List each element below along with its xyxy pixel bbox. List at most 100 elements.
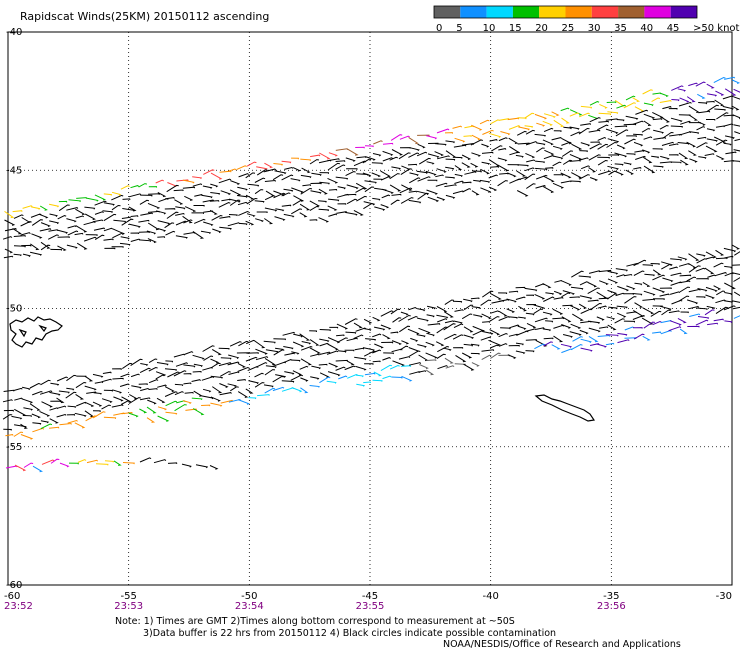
- wind-barb: [68, 199, 82, 203]
- longitude-label: -30: [716, 591, 732, 602]
- wind-barb: [436, 353, 446, 360]
- wind-barb: [669, 320, 682, 326]
- wind-barb: [3, 428, 12, 431]
- wind-barb: [245, 172, 256, 179]
- wind-barb: [482, 331, 494, 335]
- wind-barb: [472, 170, 482, 173]
- wind-barb: [103, 238, 114, 241]
- wind-barb: [228, 371, 240, 375]
- wind-barb: [543, 296, 555, 302]
- wind-barb: [588, 335, 599, 343]
- wind-barb: [677, 88, 686, 92]
- wind-barb: [185, 408, 198, 411]
- wind-barb: [364, 372, 376, 376]
- wind-barb: [219, 392, 232, 396]
- wind-barb: [543, 155, 555, 160]
- wind-barb: [454, 309, 464, 312]
- wind-barb: [264, 207, 278, 212]
- wind-barb: [608, 306, 618, 310]
- wind-barb: [263, 340, 276, 344]
- wind-barb: [355, 365, 367, 371]
- wind-barb: [309, 385, 320, 388]
- south-georgia-outline: [534, 394, 596, 422]
- longitude-label: -60: [4, 591, 20, 602]
- wind-barb: [409, 177, 421, 184]
- wind-barb: [482, 290, 494, 298]
- wind-barb: [679, 274, 692, 277]
- wind-barb: [301, 341, 312, 345]
- wind-barb: [687, 325, 700, 328]
- wind-barb: [634, 302, 644, 308]
- wind-barb: [652, 118, 663, 121]
- wind-barb: [480, 299, 491, 306]
- wind-barb: [533, 304, 545, 310]
- wind-barb: [633, 133, 643, 136]
- wind-barb: [572, 336, 583, 342]
- wind-barb: [715, 90, 725, 96]
- wind-barb: [157, 228, 167, 232]
- wind-barb: [443, 323, 456, 331]
- wind-barb: [526, 183, 536, 189]
- wind-barb: [551, 344, 561, 350]
- wind-barb: [453, 347, 464, 349]
- wind-barb: [542, 328, 552, 332]
- wind-barb: [733, 291, 740, 297]
- wind-barb: [167, 462, 178, 464]
- wind-barb: [128, 193, 142, 198]
- wind-barb: [732, 272, 740, 275]
- wind-barb: [426, 189, 438, 195]
- wind-barb: [272, 386, 285, 392]
- wind-barb: [2, 236, 13, 240]
- wind-barb: [634, 282, 643, 286]
- wind-barb: [543, 337, 554, 340]
- wind-barb: [680, 120, 691, 125]
- wind-barb: [482, 321, 491, 323]
- wind-barb: [218, 347, 230, 350]
- wind-barb: [669, 143, 679, 146]
- wind-barb: [101, 398, 113, 404]
- wind-barb: [679, 286, 690, 293]
- wind-barb: [228, 354, 240, 359]
- wind-barb: [284, 371, 295, 375]
- wind-barb: [696, 278, 709, 280]
- wind-barb: [301, 167, 311, 174]
- wind-barb: [427, 153, 440, 158]
- wind-barb: [489, 166, 500, 168]
- wind-barb: [128, 412, 139, 418]
- wind-barb: [416, 170, 428, 174]
- wind-barb: [311, 365, 322, 370]
- wind-barb: [705, 294, 715, 300]
- wind-barb: [707, 93, 718, 97]
- wind-barb: [173, 353, 185, 358]
- wind-barb: [219, 216, 231, 219]
- wind-barb: [401, 184, 413, 191]
- wind-barb: [706, 119, 716, 121]
- wind-barb: [203, 221, 214, 227]
- wind-barb: [75, 381, 87, 389]
- colorbar-label: 15: [509, 23, 522, 34]
- wind-barb: [409, 350, 421, 357]
- wind-barb: [399, 345, 409, 351]
- colorbar-swatch: [512, 6, 540, 18]
- wind-barb: [283, 213, 295, 218]
- wind-barb: [218, 202, 231, 208]
- wind-barb: [66, 387, 75, 391]
- wind-barb: [463, 363, 475, 371]
- wind-barb: [488, 339, 501, 347]
- wind-barb: [454, 137, 466, 143]
- wind-barb: [23, 415, 32, 417]
- wind-barb: [660, 155, 670, 160]
- wind-barb: [148, 366, 158, 372]
- wind-barb: [309, 200, 321, 207]
- wind-barb: [489, 316, 500, 322]
- wind-barb: [401, 165, 411, 171]
- colorbar-label: 5: [456, 23, 462, 34]
- wind-barb: [671, 99, 680, 102]
- wind-barb: [290, 374, 304, 381]
- wind-barb: [543, 127, 554, 133]
- wind-barb: [614, 99, 625, 107]
- wind-barb: [264, 162, 274, 169]
- wind-barb: [418, 157, 431, 165]
- wind-barb: [435, 143, 447, 146]
- wind-barb: [399, 135, 410, 140]
